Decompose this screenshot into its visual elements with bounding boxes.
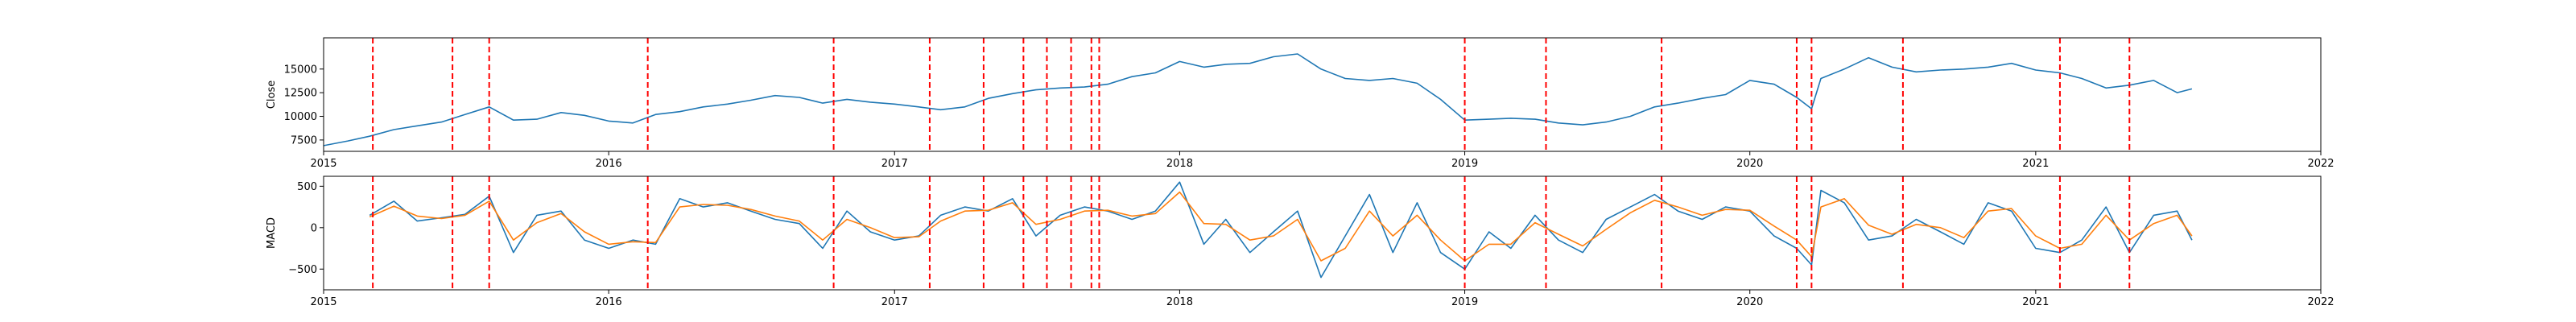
close-y-tick-label: 15000: [284, 64, 317, 76]
macd-x-tick-label: 2017: [881, 296, 908, 308]
macd-x-tick-label: 2016: [596, 296, 622, 308]
macd-x-tick-label: 2020: [1736, 296, 1763, 308]
macd-panel: 2015 2016 2017 2018 2019 2020 2021 2022 500 0 −500…: [266, 175, 2334, 308]
close-x-tick-label: 2021: [2022, 158, 2049, 170]
close-x-tick-label: 2016: [596, 158, 622, 170]
macd-x-tick-label: 2021: [2022, 296, 2049, 308]
macd-series-line-1: [369, 191, 2193, 262]
close-x-tick-label: 2018: [1166, 158, 1193, 170]
macd-axes-frame: [323, 175, 2322, 291]
close-price-panel: 2015 2016 2017 2018 2019 2020 2021 2022 7500 1000…: [266, 37, 2334, 170]
macd-series-line-0: [369, 181, 2193, 279]
close-y-tick-label: 10000: [284, 111, 317, 123]
macd-x-tick-label: 2018: [1166, 296, 1193, 308]
macd-y-tick-label: −500: [288, 264, 317, 276]
close-axes-frame: [323, 37, 2322, 152]
close-series-line-0: [324, 53, 2193, 147]
close-y-tick-label: 12500: [284, 88, 317, 100]
close-y-tick-label: 7500: [291, 134, 317, 147]
macd-y-tick-label: 0: [311, 222, 317, 234]
macd-x-tick-label: 2022: [2307, 296, 2334, 308]
close-plot-area: [324, 38, 2193, 151]
macd-x-tick-label: 2015: [310, 296, 336, 308]
close-x-tick-label: 2022: [2307, 158, 2334, 170]
macd-plot-area: [369, 176, 2193, 290]
macd-x-tick-label: 2019: [1451, 296, 1478, 308]
close-x-tick-label: 2017: [881, 158, 908, 170]
close-x-tick-label: 2019: [1451, 158, 1478, 170]
macd-y-tick-label: 500: [297, 181, 317, 193]
close-x-tick-label: 2015: [310, 158, 336, 170]
macd-y-axis-label: MACD: [266, 217, 278, 249]
close-y-axis-label: Close: [266, 80, 278, 109]
close-x-tick-label: 2020: [1736, 158, 1763, 170]
